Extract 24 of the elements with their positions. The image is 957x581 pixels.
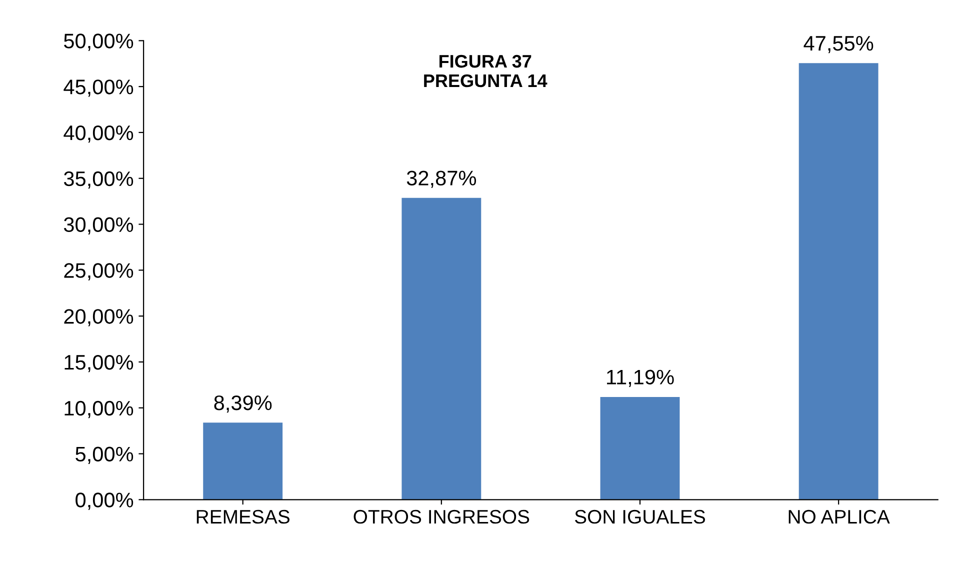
y-tick-label: 0,00% bbox=[76, 492, 134, 510]
x-tick-label: OTROS INGRESOS bbox=[354, 510, 530, 524]
x-tick-label: NO APLICA bbox=[788, 510, 890, 524]
x-tick-label: REMESAS bbox=[196, 510, 290, 524]
y-tick-label: 5,00% bbox=[76, 446, 134, 464]
y-tick-label: 15,00% bbox=[64, 354, 134, 372]
data-label: 11,19% bbox=[607, 370, 674, 387]
data-label: 32,87% bbox=[406, 170, 476, 188]
bar bbox=[798, 63, 878, 500]
y-tick-label: 40,00% bbox=[64, 125, 134, 143]
y-tick-label: 35,00% bbox=[64, 171, 134, 189]
text: FIGURA 37 PREGUNTA 14 bbox=[424, 54, 548, 88]
data-label: 8,39% bbox=[214, 395, 272, 413]
bar bbox=[402, 198, 482, 500]
data-label: 47,55% bbox=[804, 36, 874, 54]
y-tick-label: 50,00% bbox=[64, 34, 134, 51]
y-tick-label: 45,00% bbox=[64, 80, 134, 97]
y-tick-label: 25,00% bbox=[64, 263, 134, 280]
x-tick-label: SON IGUALES bbox=[574, 510, 706, 524]
bar bbox=[600, 396, 680, 500]
y-tick-label: 20,00% bbox=[64, 309, 134, 326]
y-tick-label: 10,00% bbox=[64, 400, 134, 418]
y-tick-label: 30,00% bbox=[64, 217, 134, 234]
bar bbox=[203, 422, 283, 500]
